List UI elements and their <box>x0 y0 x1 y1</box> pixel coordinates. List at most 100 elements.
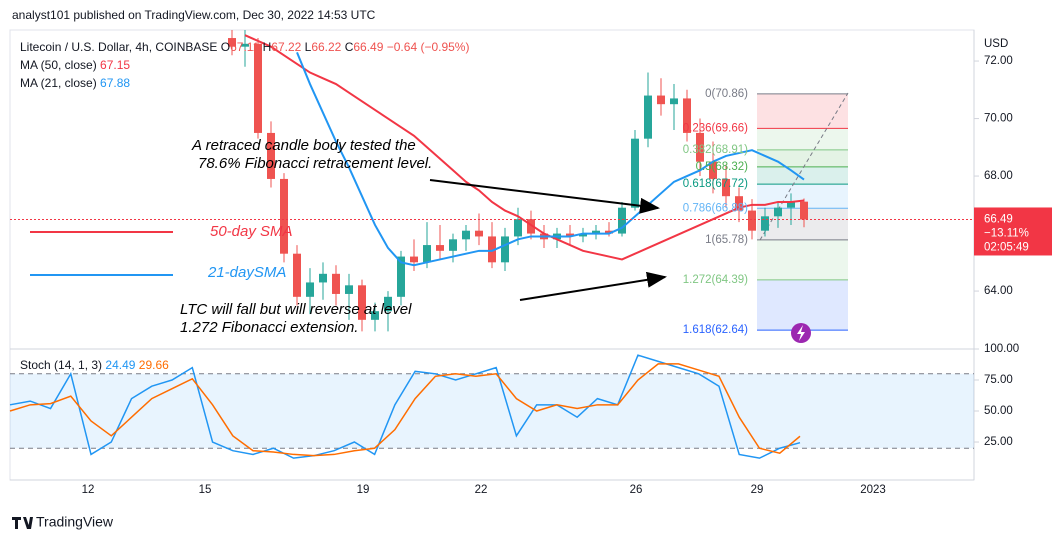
fib-label: 0.618(67.72) <box>683 178 748 190</box>
annotation: 21-daySMA <box>207 264 286 281</box>
price-tag-value: 66.49 <box>984 214 1013 226</box>
fib-band <box>757 93 848 129</box>
candle-body <box>644 95 652 139</box>
fib-label: 1(65.78) <box>705 234 748 246</box>
stoch-value: 24.49 <box>105 358 135 372</box>
x-tick-label: 15 <box>199 484 212 496</box>
ma-value: 67.88 <box>100 76 130 90</box>
y-tick-label: 70.00 <box>984 113 1013 125</box>
candle-body <box>501 236 509 263</box>
fib-label: 1.272(64.39) <box>683 274 748 286</box>
ohlc-value: 66.49 <box>353 40 383 54</box>
candle-body <box>527 219 535 234</box>
price-tag-countdown: 02:05:49 <box>984 242 1029 254</box>
candle-body <box>436 245 444 251</box>
ma-legend: MA (50, close) 67.15 <box>20 58 130 72</box>
fib-band <box>757 279 848 331</box>
candle-body <box>709 161 717 179</box>
annotation: LTC will fall but will reverse at level <box>180 301 412 318</box>
footer: TradingView <box>36 514 114 530</box>
fib-label: 0.786(66.88) <box>683 202 748 214</box>
x-tick-label: 19 <box>357 484 370 496</box>
x-tick-label: 22 <box>475 484 488 496</box>
stoch-plot: 25.00 50.00 75.00 100.00 Stoch (14, 1, 3) 24… <box>9 343 1019 459</box>
candle-body <box>592 230 600 234</box>
arrow <box>519 271 667 301</box>
stoch-band <box>10 373 974 449</box>
candle-body <box>800 201 808 220</box>
y-tick-label: 50.00 <box>984 405 1013 417</box>
y-tick-label: 64.00 <box>984 285 1013 297</box>
candle-body <box>397 256 405 297</box>
candle-body <box>618 207 626 234</box>
lightning-glyph <box>797 325 805 341</box>
candle-body <box>735 196 743 211</box>
y-tick-label: 100.00 <box>984 343 1019 355</box>
candle-body <box>293 253 301 297</box>
candle-body <box>787 201 795 208</box>
candle-body <box>657 95 665 105</box>
fib-label: 1.618(62.64) <box>683 324 748 336</box>
stoch-line <box>9 363 801 457</box>
ohlc-key: L <box>305 40 312 54</box>
candle-body <box>332 273 340 294</box>
fib-label: 0.5(68.32) <box>696 161 749 173</box>
candle-body <box>475 230 483 237</box>
price-plot <box>10 30 974 332</box>
y-tick-label: 68.00 <box>984 170 1013 182</box>
moving-average <box>244 34 805 261</box>
candle-body <box>488 236 496 263</box>
candle-body <box>605 230 613 234</box>
annotation: 50-day SMA <box>210 223 293 240</box>
candle-body <box>748 210 756 231</box>
candle-body <box>228 38 236 47</box>
ma-value: 67.15 <box>100 58 130 72</box>
y-tick-label: 25.00 <box>984 436 1013 448</box>
candle-body <box>696 132 704 162</box>
candle-body <box>722 178 730 197</box>
annotation: A retraced candle body tested the <box>191 137 416 154</box>
fib-label: 0.382(68.91) <box>683 144 748 156</box>
fib-label: 0.236(69.66) <box>683 122 748 134</box>
candle-body <box>631 138 639 208</box>
ohlc-value: 67.11 <box>230 40 259 54</box>
x-tick-label: 26 <box>630 484 643 496</box>
ohlc-key: C <box>345 40 354 54</box>
ohlc-value: 67.22 <box>271 40 301 54</box>
overlay: analyst101 published on TradingView.com,… <box>12 8 1052 530</box>
candle-body <box>410 256 418 263</box>
candle-body <box>319 273 327 283</box>
candle-body <box>449 239 457 251</box>
ma-name: MA (21, close) <box>20 76 97 90</box>
symbol: Litecoin / U.S. Dollar, 4h, COINBASE <box>20 40 217 54</box>
moving-average <box>296 52 805 267</box>
ma-name: MA (50, close) <box>20 58 97 72</box>
candle-body <box>267 132 275 179</box>
arrow <box>429 179 660 214</box>
x-tick-label: 29 <box>751 484 764 496</box>
fib-band <box>757 239 848 280</box>
ma-legend: MA (21, close) 67.88 <box>20 76 130 90</box>
annotation: 78.6% Fibonacci retracement level. <box>198 155 432 172</box>
candle-body <box>774 207 782 217</box>
ohlc-value: 66.22 <box>311 40 341 54</box>
fib-band <box>757 166 848 185</box>
candle-body <box>683 98 691 133</box>
candle-body <box>358 285 366 320</box>
fib-band <box>757 128 848 150</box>
candle-body <box>566 233 574 237</box>
ohlc-key: H <box>263 40 272 54</box>
candle-body <box>254 43 262 133</box>
y-tick-label: 72.00 <box>984 55 1013 67</box>
price-tag-change: −13.11% <box>984 228 1029 240</box>
candle-body <box>241 43 249 47</box>
logo <box>12 517 33 529</box>
candle-body <box>371 311 379 320</box>
annotation: 1.272 Fibonacci extension. <box>180 319 358 336</box>
candle-body <box>384 296 392 312</box>
candle-body <box>280 178 288 254</box>
candle-body <box>761 216 769 231</box>
publisher: analyst101 published on TradingView.com,… <box>12 8 376 22</box>
